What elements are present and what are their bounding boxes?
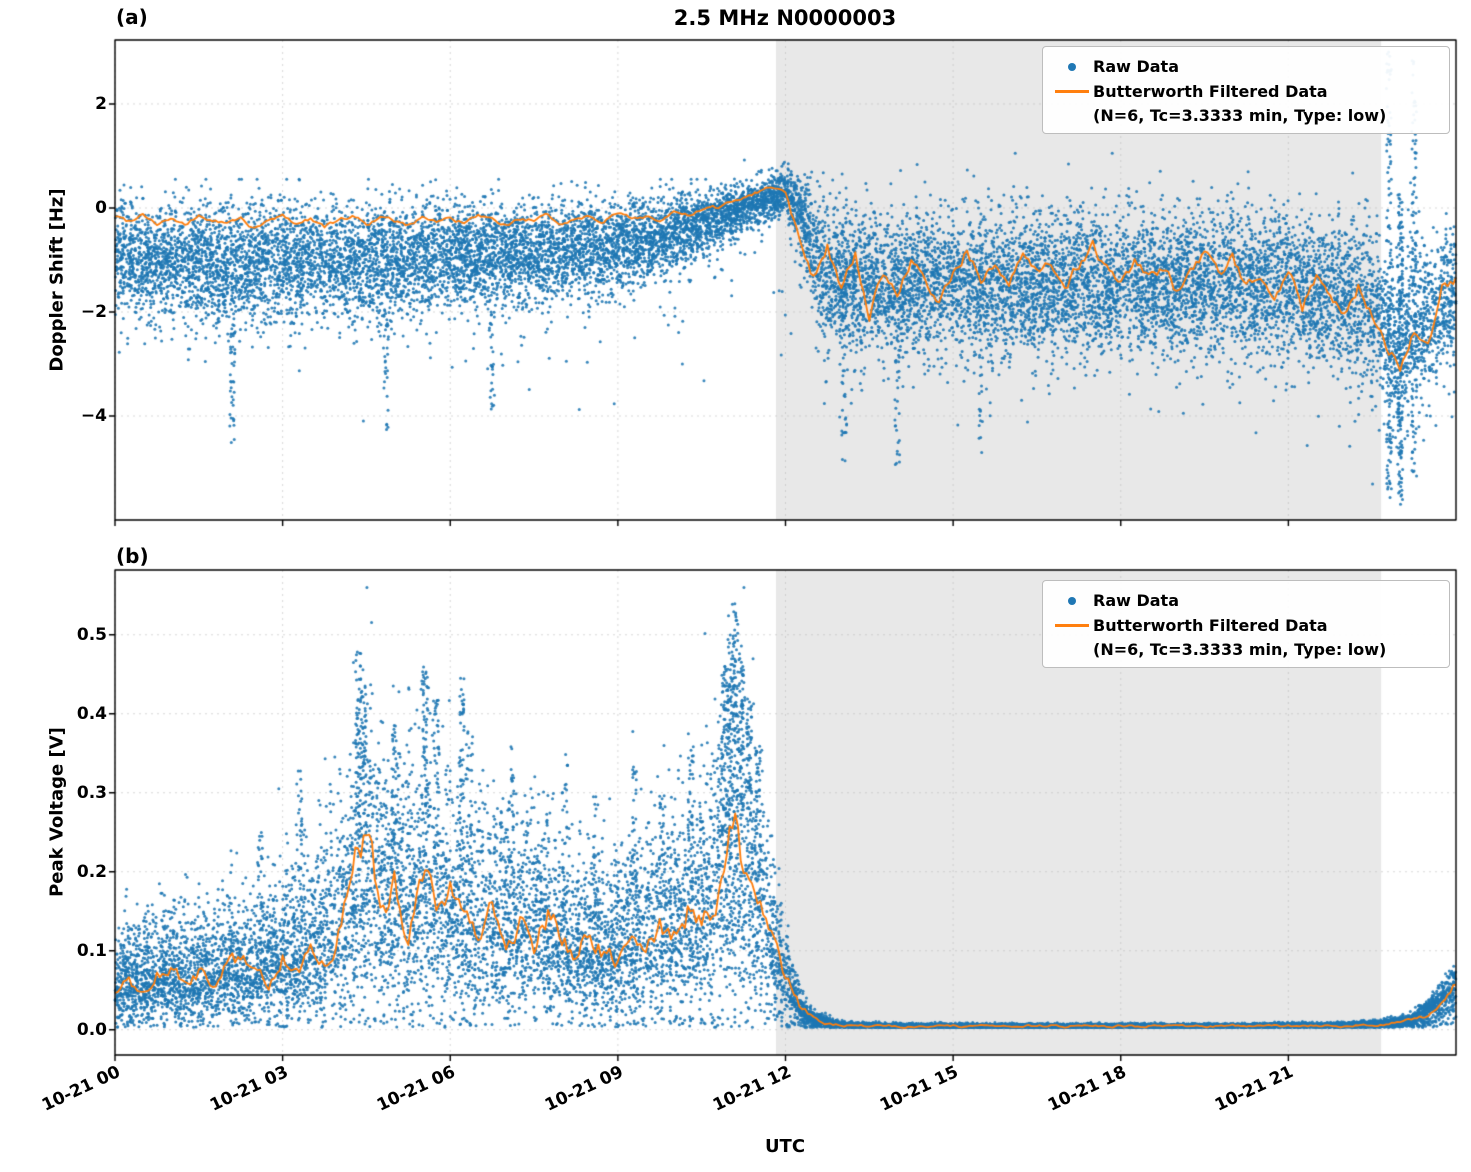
legend-panel-b: Raw Data Butterworth Filtered Data (N=6,… (1042, 580, 1450, 668)
y-tick-label: 0.5 (76, 625, 107, 645)
legend-item-raw: Raw Data (1051, 54, 1439, 79)
y-tick-label: −4 (80, 406, 107, 426)
y-tick-label: 0.3 (76, 783, 107, 803)
legend-item-filtered-sub: (N=6, Tc=3.3333 min, Type: low) (1093, 104, 1439, 126)
raw-data-marker-icon (1051, 62, 1093, 71)
legend-item-filtered-sub: (N=6, Tc=3.3333 min, Type: low) (1093, 638, 1439, 660)
legend-label: Raw Data (1093, 591, 1179, 610)
y-tick-label: 0.4 (76, 704, 107, 724)
legend-sublabel: (N=6, Tc=3.3333 min, Type: low) (1093, 105, 1387, 125)
y-tick-label: 0.2 (76, 862, 107, 882)
legend-sublabel: (N=6, Tc=3.3333 min, Type: low) (1093, 639, 1387, 659)
legend-item-raw: Raw Data (1051, 588, 1439, 613)
y-tick-label: −2 (80, 302, 107, 322)
filtered-line-marker-icon (1051, 90, 1093, 93)
filtered-line-marker-icon (1051, 624, 1093, 627)
raw-data-marker-icon (1051, 596, 1093, 605)
legend-label: Raw Data (1093, 57, 1179, 76)
y-axis-label-doppler: Doppler Shift [Hz] (46, 188, 68, 372)
y-tick-label: 0 (95, 198, 107, 218)
panel-b-tag: (b) (116, 544, 149, 568)
legend-panel-a: Raw Data Butterworth Filtered Data (N=6,… (1042, 46, 1450, 134)
page-title: 2.5 MHz N0000003 (673, 6, 897, 30)
y-tick-label: 0.0 (76, 1020, 107, 1040)
y-tick-label: 2 (95, 94, 107, 114)
x-axis-label: UTC (764, 1136, 806, 1157)
legend-label: Butterworth Filtered Data (1093, 82, 1328, 101)
legend-label: Butterworth Filtered Data (1093, 616, 1328, 635)
panel-a-tag: (a) (116, 5, 148, 29)
y-tick-label: 0.1 (76, 941, 107, 961)
y-axis-label-voltage: Peak Voltage [V] (46, 727, 68, 897)
legend-item-filtered: Butterworth Filtered Data (1051, 79, 1439, 104)
legend-item-filtered: Butterworth Filtered Data (1051, 613, 1439, 638)
